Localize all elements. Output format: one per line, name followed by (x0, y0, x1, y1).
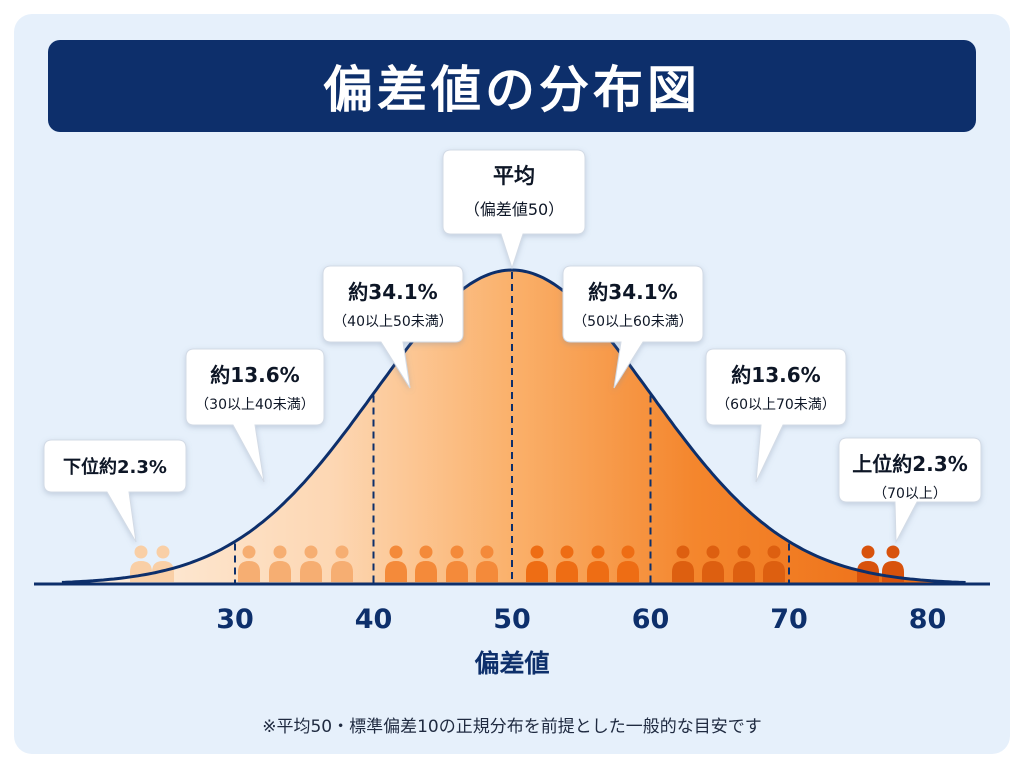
band-percent-label: 約13.6% (210, 363, 299, 387)
band-range-label: （30以上40未満） (195, 397, 315, 413)
footnote: ※平均50・標準偏差10の正規分布を前提とした一般的な目安です (262, 717, 762, 737)
person-icon (763, 545, 785, 582)
callout-box (838, 437, 982, 544)
title-banner: 偏差値の分布図 (48, 40, 976, 132)
chart-title: 偏差値の分布図 (323, 61, 701, 119)
mean-callout: 平均 （偏差値50） (442, 149, 586, 270)
person-icon (300, 545, 322, 582)
band-range-label: （40以上50未満） (333, 314, 453, 330)
person-icon (415, 545, 437, 582)
bell-curve (61, 268, 966, 584)
person-icon (733, 545, 755, 582)
person-icon (385, 545, 407, 582)
band-percent-label: 下位約2.3% (63, 456, 167, 478)
person-icon (526, 545, 548, 582)
band-callout-1: 約13.6% （30以上40未満） (185, 348, 325, 483)
band-percent-label: 上位約2.3% (852, 452, 967, 476)
bell-area (61, 270, 967, 584)
person-icon (238, 545, 260, 582)
person-icon (152, 545, 174, 582)
x-tick-label: 60 (632, 604, 670, 635)
mean-sublabel: （偏差値50） (464, 200, 564, 219)
band-percent-label: 約34.1% (588, 280, 677, 304)
x-tick-label: 30 (216, 604, 254, 635)
x-tick-label: 80 (909, 604, 947, 635)
person-icon (269, 545, 291, 582)
person-icon (857, 545, 879, 582)
callout-box (562, 265, 704, 389)
person-icon (672, 545, 694, 582)
person-icon (331, 545, 353, 582)
band-range-label: （60以上70未満） (716, 397, 836, 413)
callout-box (185, 348, 325, 483)
person-icon (476, 545, 498, 582)
mean-label: 平均 (493, 164, 535, 188)
person-icon (446, 545, 468, 582)
person-icon (617, 545, 639, 582)
x-tick-label: 50 (493, 604, 531, 635)
band-callout-2: 約34.1% （40以上50未満） (322, 265, 464, 389)
band-percent-label: 約34.1% (348, 280, 437, 304)
band-callout-0: 下位約2.3% (43, 439, 187, 543)
band-percent-label: 約13.6% (731, 363, 820, 387)
person-icon (587, 545, 609, 582)
band-callout-5: 上位約2.3% （70以上） (838, 437, 982, 544)
callout-box (43, 439, 187, 543)
callout-box (442, 149, 586, 270)
x-tick-label: 70 (770, 604, 808, 635)
x-axis-title: 偏差値 (474, 649, 549, 678)
person-icon (556, 545, 578, 582)
callout-box (705, 348, 847, 483)
x-tick-label: 40 (355, 604, 393, 635)
band-callout-3: 約34.1% （50以上60未満） (562, 265, 704, 389)
callout-box (322, 265, 464, 389)
band-range-label: （70以上） (873, 486, 947, 502)
band-callout-4: 約13.6% （60以上70未満） (705, 348, 847, 483)
person-icon (702, 545, 724, 582)
band-range-label: （50以上60未満） (573, 314, 693, 330)
